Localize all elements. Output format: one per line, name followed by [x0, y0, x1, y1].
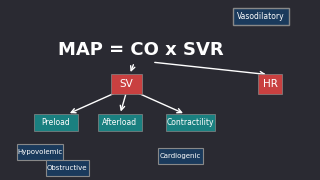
FancyBboxPatch shape: [34, 114, 77, 131]
Text: Afterload: Afterload: [102, 118, 138, 127]
Text: HR: HR: [263, 79, 278, 89]
Text: Contractility: Contractility: [167, 118, 214, 127]
Text: Obstructive: Obstructive: [47, 165, 87, 171]
Text: Vasodilatory: Vasodilatory: [237, 12, 284, 21]
Text: Hypovolemic: Hypovolemic: [17, 149, 63, 155]
FancyBboxPatch shape: [166, 114, 215, 131]
Text: Preload: Preload: [42, 118, 70, 127]
FancyBboxPatch shape: [158, 148, 203, 164]
FancyBboxPatch shape: [233, 8, 289, 25]
FancyBboxPatch shape: [111, 74, 141, 94]
Text: Cardiogenic: Cardiogenic: [160, 153, 202, 159]
FancyBboxPatch shape: [45, 160, 89, 176]
FancyBboxPatch shape: [259, 74, 282, 94]
FancyBboxPatch shape: [99, 114, 141, 131]
FancyBboxPatch shape: [17, 144, 63, 160]
Text: MAP = CO x SVR: MAP = CO x SVR: [58, 41, 224, 59]
Text: SV: SV: [120, 79, 133, 89]
